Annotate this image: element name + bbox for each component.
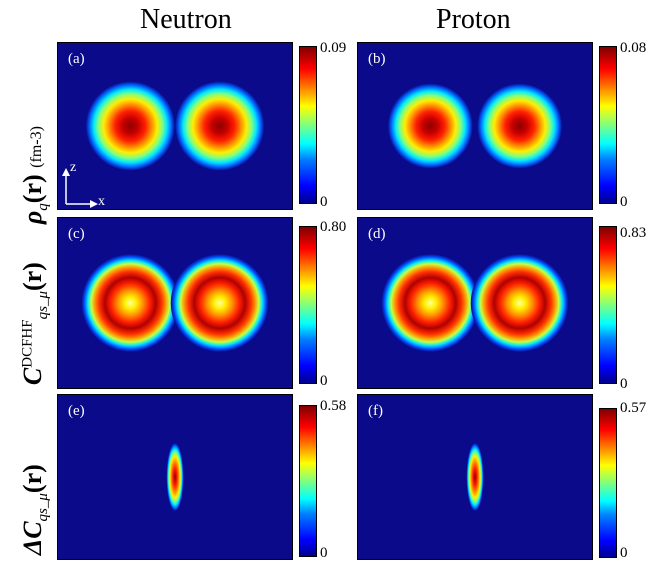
panel-a: (a) — [57, 42, 293, 210]
heatmap-c-feature-0 — [81, 254, 180, 352]
panel-c: (c) — [57, 217, 293, 389]
heatmap-e-feature-0 — [166, 442, 184, 512]
colorbar-c-max: 0.80 — [320, 219, 347, 235]
heatmap-b-feature-0 — [387, 83, 473, 169]
colorbar-b-min: 0 — [620, 194, 628, 210]
colorbar-e-min: 0 — [320, 545, 328, 561]
heatmap-e — [166, 442, 184, 512]
heatmap-c-feature-1 — [170, 254, 269, 352]
colorbar-f — [599, 408, 617, 558]
panel-label-c: (c) — [68, 226, 85, 242]
panel-e: (e) — [57, 394, 293, 560]
colorbar-d-min: 0 — [620, 376, 628, 392]
colorbar-f-max: 0.57 — [620, 400, 647, 416]
heatmap-f — [466, 442, 484, 512]
heatmap-c — [81, 254, 269, 352]
axis-indicator: z x — [58, 160, 108, 213]
row-label-density: ρq(r) (fm-3) — [17, 126, 52, 225]
column-title-proton: Proton — [436, 4, 511, 35]
colorbar-a — [299, 46, 317, 204]
row-label-delta: ΔCqs_μ(r) — [17, 464, 52, 556]
heatmap-f-feature-0 — [466, 442, 484, 512]
panel-label-b: (b) — [368, 51, 386, 67]
panel-b: (b) — [357, 42, 593, 210]
panel-label-e: (e) — [68, 403, 85, 419]
colorbar-c — [299, 226, 317, 384]
colorbar-d-max: 0.83 — [620, 225, 647, 241]
colorbar-a-max: 0.09 — [320, 40, 347, 56]
heatmap-a — [85, 81, 265, 171]
colorbar-e — [299, 405, 317, 557]
panel-d: (d) — [357, 217, 593, 389]
colorbar-f-min: 0 — [620, 545, 628, 561]
heatmap-d — [381, 254, 569, 352]
panel-label-d: (d) — [368, 226, 386, 242]
axis-label-x: x — [98, 194, 105, 209]
colorbar-e-max: 0.58 — [320, 398, 347, 414]
axis-label-z: z — [70, 160, 77, 175]
colorbar-b — [599, 46, 617, 204]
heatmap-b-feature-1 — [477, 83, 563, 169]
colorbar-d — [599, 226, 617, 384]
colorbar-b-max: 0.08 — [620, 40, 647, 56]
heatmap-d-feature-0 — [381, 254, 480, 352]
heatmap-a-feature-0 — [85, 81, 175, 171]
heatmap-d-feature-1 — [470, 254, 569, 352]
panel-label-a: (a) — [68, 51, 85, 67]
row-label-dcfhf: CDCFHFqs_μ(r) — [17, 262, 52, 386]
column-title-neutron: Neutron — [140, 4, 232, 35]
heatmap-b — [387, 83, 563, 169]
panel-f: (f) — [357, 394, 593, 560]
colorbar-c-min: 0 — [320, 373, 328, 389]
colorbar-a-min: 0 — [320, 194, 328, 210]
heatmap-a-feature-1 — [175, 81, 265, 171]
panel-label-f: (f) — [368, 403, 383, 419]
axis-arrows-icon — [62, 168, 98, 208]
